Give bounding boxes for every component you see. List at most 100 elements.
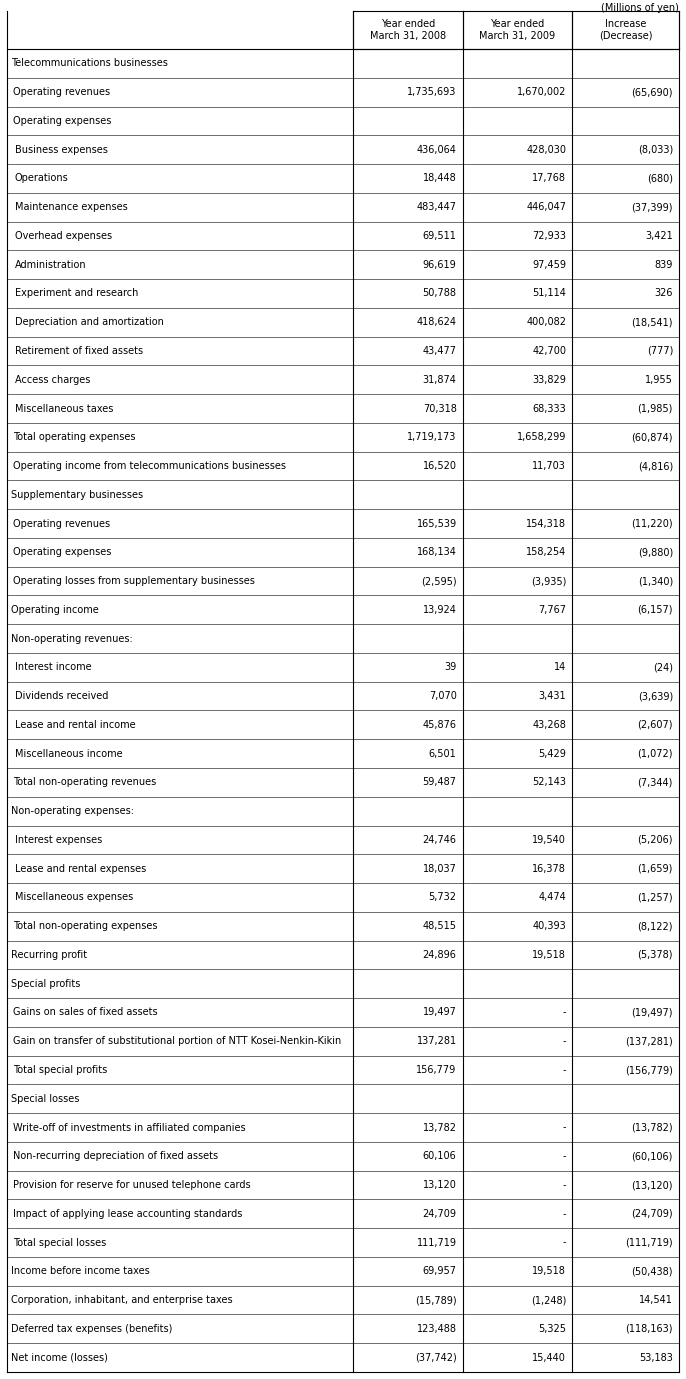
Text: 418,624: 418,624 [416,317,457,327]
Text: Access charges: Access charges [14,375,90,385]
Text: Non-recurring depreciation of fixed assets: Non-recurring depreciation of fixed asse… [13,1151,218,1161]
Text: 52,143: 52,143 [532,778,566,787]
Text: Miscellaneous taxes: Miscellaneous taxes [14,404,113,414]
Text: Year ended
March 31, 2009: Year ended March 31, 2009 [480,19,556,41]
Text: Total special losses: Total special losses [13,1237,106,1248]
Text: (19,497): (19,497) [632,1008,673,1018]
Text: Depreciation and amortization: Depreciation and amortization [14,317,163,327]
Text: Operations: Operations [14,174,69,183]
Text: (3,935): (3,935) [531,576,566,586]
Text: (9,880): (9,880) [638,547,673,557]
Text: Corporation, inhabitant, and enterprise taxes: Corporation, inhabitant, and enterprise … [11,1295,233,1305]
Text: 68,333: 68,333 [532,404,566,414]
Text: 24,746: 24,746 [423,834,457,845]
Text: -: - [563,1008,566,1018]
Text: Experiment and research: Experiment and research [14,288,138,298]
Text: 69,511: 69,511 [423,230,457,241]
Text: 43,268: 43,268 [532,720,566,729]
Text: 14: 14 [554,662,566,673]
Text: (Millions of yen): (Millions of yen) [601,3,679,12]
Text: 7,767: 7,767 [538,605,566,615]
Text: Total operating expenses: Total operating expenses [13,432,135,443]
Text: 16,520: 16,520 [423,461,457,472]
Text: 13,924: 13,924 [423,605,457,615]
Text: 446,047: 446,047 [526,203,566,212]
Text: Maintenance expenses: Maintenance expenses [14,203,128,212]
Text: 31,874: 31,874 [423,375,457,385]
Text: 19,518: 19,518 [532,950,566,960]
Text: Deferred tax expenses (benefits): Deferred tax expenses (benefits) [11,1324,172,1333]
Text: 19,540: 19,540 [532,834,566,845]
Text: Lease and rental income: Lease and rental income [14,720,135,729]
Text: (24,709): (24,709) [631,1209,673,1219]
Text: 158,254: 158,254 [526,547,566,557]
Text: (65,690): (65,690) [632,87,673,97]
Text: Income before income taxes: Income before income taxes [11,1266,150,1277]
Text: 1,719,173: 1,719,173 [407,432,457,443]
Text: 24,709: 24,709 [423,1209,457,1219]
Text: 168,134: 168,134 [416,547,457,557]
Text: (137,281): (137,281) [625,1036,673,1047]
Text: 1,658,299: 1,658,299 [517,432,566,443]
Text: (777): (777) [647,346,673,356]
Text: Provision for reserve for unused telephone cards: Provision for reserve for unused telepho… [13,1180,250,1190]
Text: 59,487: 59,487 [423,778,457,787]
Text: 428,030: 428,030 [526,145,566,154]
Text: 1,955: 1,955 [645,375,673,385]
Text: 69,957: 69,957 [423,1266,457,1277]
Text: Operating expenses: Operating expenses [13,116,111,125]
Text: -: - [563,1209,566,1219]
Text: 19,497: 19,497 [423,1008,457,1018]
Text: 1,670,002: 1,670,002 [517,87,566,97]
Text: Supplementary businesses: Supplementary businesses [11,490,143,499]
Text: Operating expenses: Operating expenses [13,547,111,557]
Text: Overhead expenses: Overhead expenses [14,230,112,241]
Text: 18,037: 18,037 [423,863,457,874]
Text: (5,378): (5,378) [637,950,673,960]
Text: 5,732: 5,732 [429,892,457,902]
Text: 14,541: 14,541 [639,1295,673,1305]
Text: 11,703: 11,703 [532,461,566,472]
Text: 7,070: 7,070 [429,691,457,701]
Text: (6,157): (6,157) [637,605,673,615]
Text: Operating losses from supplementary businesses: Operating losses from supplementary busi… [13,576,255,586]
Text: (1,659): (1,659) [637,863,673,874]
Text: 40,393: 40,393 [532,921,566,931]
Text: (5,206): (5,206) [637,834,673,845]
Text: 48,515: 48,515 [423,921,457,931]
Text: -: - [563,1237,566,1248]
Text: (1,072): (1,072) [637,749,673,758]
Text: Lease and rental expenses: Lease and rental expenses [14,863,146,874]
Text: 123,488: 123,488 [416,1324,457,1333]
Text: 165,539: 165,539 [416,519,457,528]
Text: 5,325: 5,325 [538,1324,566,1333]
Text: (24): (24) [653,662,673,673]
Text: 24,896: 24,896 [423,950,457,960]
Text: 19,518: 19,518 [532,1266,566,1277]
Text: (11,220): (11,220) [631,519,673,528]
Text: Total non-operating expenses: Total non-operating expenses [13,921,157,931]
Text: 18,448: 18,448 [423,174,457,183]
Text: (1,340): (1,340) [638,576,673,586]
Text: 483,447: 483,447 [416,203,457,212]
Text: 154,318: 154,318 [526,519,566,528]
Text: Miscellaneous expenses: Miscellaneous expenses [14,892,133,902]
Text: (118,163): (118,163) [626,1324,673,1333]
Text: (2,607): (2,607) [637,720,673,729]
Text: (13,120): (13,120) [632,1180,673,1190]
Text: (1,257): (1,257) [637,892,673,902]
Text: Gains on sales of fixed assets: Gains on sales of fixed assets [13,1008,157,1018]
Text: Interest income: Interest income [14,662,91,673]
Text: 13,782: 13,782 [423,1123,457,1132]
Text: 13,120: 13,120 [423,1180,457,1190]
Text: Administration: Administration [14,259,86,270]
Text: (50,438): (50,438) [632,1266,673,1277]
Text: 4,474: 4,474 [539,892,566,902]
Text: (8,033): (8,033) [638,145,673,154]
Text: (18,541): (18,541) [632,317,673,327]
Text: 111,719: 111,719 [416,1237,457,1248]
Text: Retirement of fixed assets: Retirement of fixed assets [14,346,143,356]
Text: Total non-operating revenues: Total non-operating revenues [13,778,156,787]
Text: (111,719): (111,719) [626,1237,673,1248]
Text: (3,639): (3,639) [638,691,673,701]
